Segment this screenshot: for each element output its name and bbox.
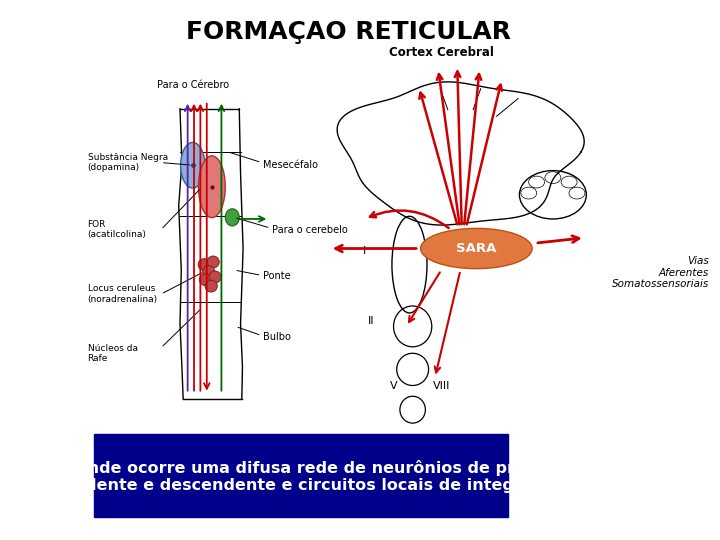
Text: Bulbo: Bulbo bbox=[263, 332, 291, 342]
Text: Cortex Cerebral: Cortex Cerebral bbox=[389, 46, 494, 59]
Text: Ponte: Ponte bbox=[263, 272, 290, 281]
Ellipse shape bbox=[199, 156, 225, 218]
Ellipse shape bbox=[225, 209, 239, 226]
Text: Substância Negra
(dopamina): Substância Negra (dopamina) bbox=[88, 153, 168, 172]
Text: SARA: SARA bbox=[456, 242, 497, 255]
Text: Para o cerebelo: Para o cerebelo bbox=[272, 225, 348, 235]
Text: Mesecéfalo: Mesecéfalo bbox=[263, 160, 318, 170]
Ellipse shape bbox=[207, 256, 219, 268]
Text: FORMAÇAO RETICULAR: FORMAÇAO RETICULAR bbox=[186, 20, 511, 44]
Text: I: I bbox=[363, 246, 366, 256]
Text: II: II bbox=[368, 316, 374, 326]
Text: Vias
Aferentes
Somatossensoriais: Vias Aferentes Somatossensoriais bbox=[612, 256, 709, 289]
Text: FOR
(acatilcolina): FOR (acatilcolina) bbox=[88, 220, 146, 239]
FancyBboxPatch shape bbox=[94, 434, 508, 517]
Text: Núcleos da
Rafe: Núcleos da Rafe bbox=[88, 343, 138, 363]
Text: Área onde ocorre uma difusa rede de neurônios de projeção
ascendente e descenden: Área onde ocorre uma difusa rede de neur… bbox=[29, 458, 573, 493]
Text: VIII: VIII bbox=[433, 381, 450, 390]
Ellipse shape bbox=[199, 274, 212, 286]
Ellipse shape bbox=[202, 266, 215, 278]
Ellipse shape bbox=[181, 143, 205, 188]
Text: Para o Cérebro: Para o Cérebro bbox=[157, 80, 229, 90]
Text: V: V bbox=[390, 381, 397, 390]
Ellipse shape bbox=[209, 271, 221, 283]
Ellipse shape bbox=[198, 259, 210, 271]
Ellipse shape bbox=[420, 228, 532, 269]
Ellipse shape bbox=[205, 280, 217, 292]
Text: Locus ceruleus
(noradrenalina): Locus ceruleus (noradrenalina) bbox=[88, 285, 158, 304]
